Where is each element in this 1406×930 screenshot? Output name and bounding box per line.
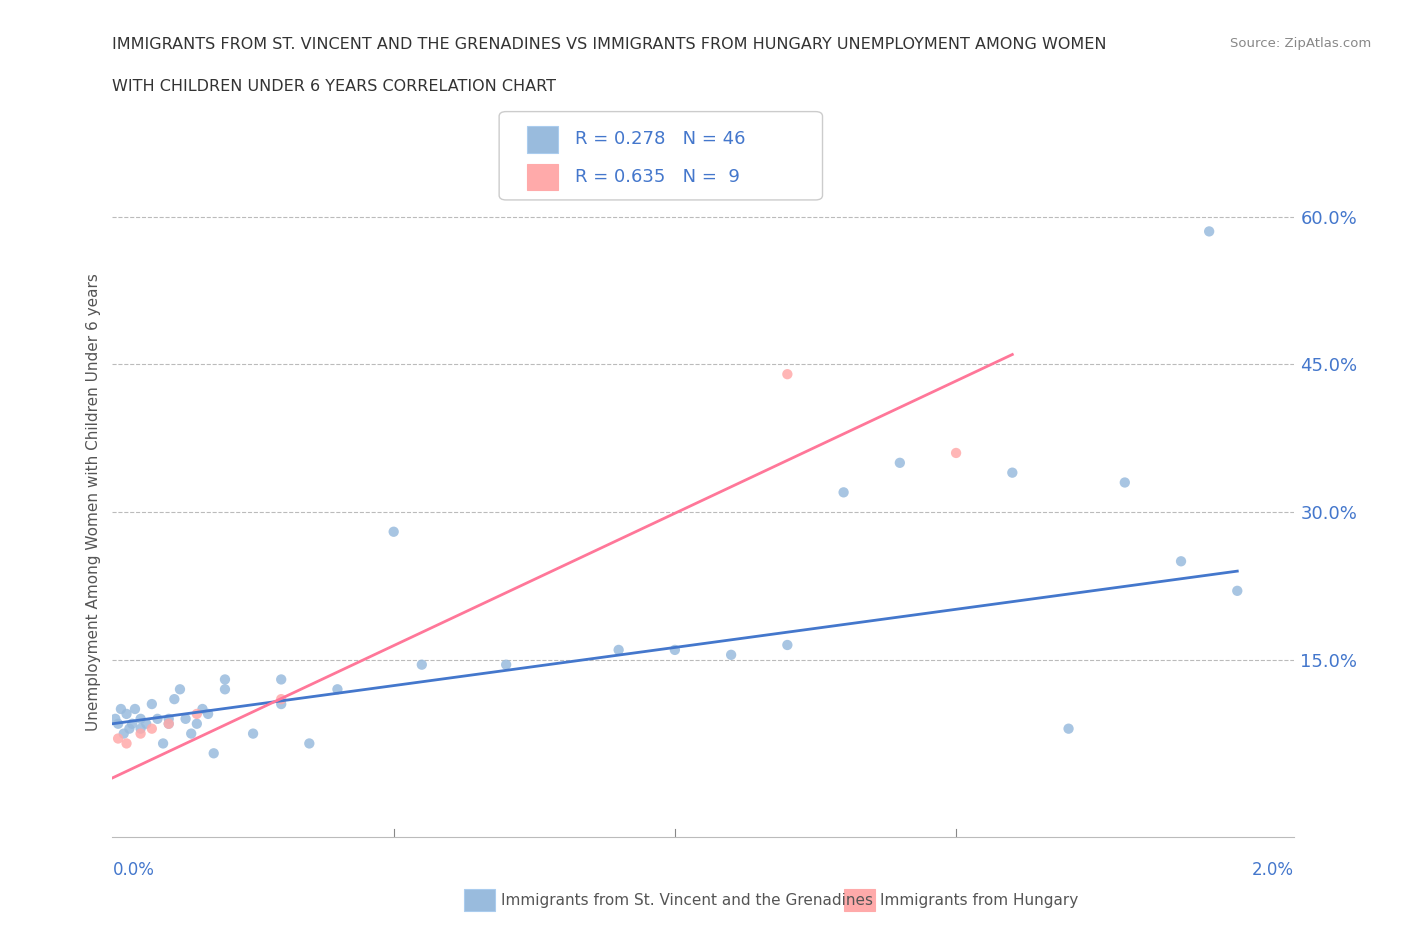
Text: IMMIGRANTS FROM ST. VINCENT AND THE GRENADINES VS IMMIGRANTS FROM HUNGARY UNEMPL: IMMIGRANTS FROM ST. VINCENT AND THE GREN… xyxy=(112,37,1107,52)
Point xyxy=(174,711,197,726)
Point xyxy=(186,707,208,722)
Point xyxy=(270,692,292,707)
Point xyxy=(326,682,349,697)
Point xyxy=(214,682,236,697)
Point xyxy=(115,707,138,722)
Point xyxy=(1170,554,1192,569)
Point xyxy=(607,643,630,658)
Point xyxy=(163,692,186,707)
Point xyxy=(202,746,225,761)
Text: Source: ZipAtlas.com: Source: ZipAtlas.com xyxy=(1230,37,1371,50)
Point xyxy=(129,711,152,726)
Point xyxy=(104,711,127,726)
Text: Immigrants from St. Vincent and the Grenadines: Immigrants from St. Vincent and the Gren… xyxy=(501,893,873,908)
Point xyxy=(141,722,163,737)
Point xyxy=(889,456,911,471)
Point xyxy=(832,485,855,499)
Point xyxy=(129,726,152,741)
Text: WITH CHILDREN UNDER 6 YEARS CORRELATION CHART: WITH CHILDREN UNDER 6 YEARS CORRELATION … xyxy=(112,79,557,94)
Point xyxy=(118,722,141,737)
Point xyxy=(382,525,405,539)
Point xyxy=(180,726,202,741)
Text: 0.0%: 0.0% xyxy=(112,860,155,879)
Point xyxy=(115,736,138,751)
Point xyxy=(776,638,799,653)
Point xyxy=(945,445,967,460)
Point xyxy=(664,643,686,658)
Point xyxy=(146,711,169,726)
Text: 2.0%: 2.0% xyxy=(1251,860,1294,879)
Text: Immigrants from Hungary: Immigrants from Hungary xyxy=(880,893,1078,908)
Y-axis label: Unemployment Among Women with Children Under 6 years: Unemployment Among Women with Children U… xyxy=(86,273,101,731)
Point xyxy=(720,647,742,662)
Point xyxy=(157,716,180,731)
Text: R = 0.635   N =  9: R = 0.635 N = 9 xyxy=(575,167,740,186)
Point xyxy=(141,697,163,711)
Point xyxy=(129,722,152,737)
Point xyxy=(270,697,292,711)
Point xyxy=(411,658,433,672)
Point xyxy=(197,707,219,722)
Point xyxy=(135,716,157,731)
Point xyxy=(110,701,132,716)
Point xyxy=(495,658,517,672)
Point xyxy=(270,672,292,687)
Point xyxy=(1198,224,1220,239)
Point xyxy=(191,701,214,716)
Point xyxy=(298,736,321,751)
Point xyxy=(124,701,146,716)
Point xyxy=(1057,722,1080,737)
Point xyxy=(157,711,180,726)
Text: R = 0.278   N = 46: R = 0.278 N = 46 xyxy=(575,130,745,149)
Point xyxy=(186,716,208,731)
Point xyxy=(152,736,174,751)
Point xyxy=(214,672,236,687)
Point xyxy=(242,726,264,741)
Point xyxy=(169,682,191,697)
Point xyxy=(112,726,135,741)
Point xyxy=(107,716,129,731)
Point xyxy=(1226,583,1249,598)
Point xyxy=(121,716,143,731)
Point xyxy=(1114,475,1136,490)
Point xyxy=(776,366,799,381)
Point xyxy=(157,716,180,731)
Point xyxy=(1001,465,1024,480)
Point xyxy=(107,731,129,746)
